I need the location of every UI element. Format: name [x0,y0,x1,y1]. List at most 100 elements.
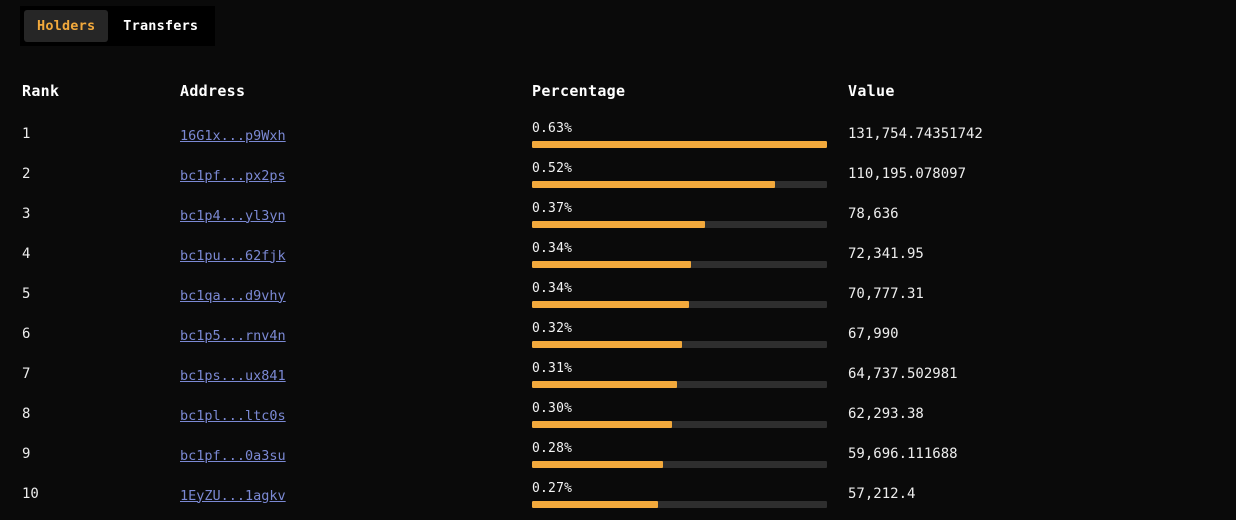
percentage-bar-track [532,260,827,268]
percentage-cell: 0.27% [532,481,848,508]
table-row: 4 bc1pu...62fjk 0.34% 72,341.95 [0,234,1236,274]
tab-holders[interactable]: Holders [24,10,109,42]
percentage-label: 0.27% [532,480,573,496]
percentage-cell: 0.30% [532,401,848,428]
rank-cell: 8 [22,406,31,422]
value-cell: 59,696.111688 [848,446,958,462]
address-cell: 1EyZU...1agkv [180,485,532,504]
address-link[interactable]: 1EyZU...1agkv [180,487,286,504]
header-rank: Rank [22,82,60,100]
address-link[interactable]: bc1ps...ux841 [180,367,286,384]
percentage-bar-track [532,500,827,508]
address-link[interactable]: bc1qa...d9vhy [180,287,286,304]
percentage-cell: 0.52% [532,161,848,188]
table-row: 9 bc1pf...0a3su 0.28% 59,696.111688 [0,434,1236,474]
address-cell: bc1pf...0a3su [180,445,532,464]
address-link[interactable]: bc1pu...62fjk [180,247,286,264]
percentage-bar-track [532,340,827,348]
address-cell: 16G1x...p9Wxh [180,125,532,144]
rank-cell: 9 [22,446,31,462]
percentage-label: 0.32% [532,320,573,336]
percentage-bar-track [532,380,827,388]
value-cell: 70,777.31 [848,286,924,302]
address-link[interactable]: bc1p4...yl3yn [180,207,286,224]
address-link[interactable]: bc1pf...0a3su [180,447,286,464]
table-row: 2 bc1pf...px2ps 0.52% 110,195.078097 [0,154,1236,194]
percentage-cell: 0.63% [532,121,848,148]
percentage-bar-fill [532,140,827,148]
table-body: 1 16G1x...p9Wxh 0.63% 131,754.74351742 2 bc1p… [0,114,1236,514]
percentage-label: 0.34% [532,240,573,256]
rank-cell: 5 [22,286,31,302]
value-cell: 62,293.38 [848,406,924,422]
header-percentage: Percentage [532,82,626,100]
percentage-cell: 0.28% [532,441,848,468]
percentage-bar-fill [532,180,776,188]
percentage-label: 0.34% [532,280,573,296]
holders-table: Rank Address Percentage Value 1 16G1x...p… [0,76,1236,514]
table-row: 8 bc1pl...ltc0s 0.30% 62,293.38 [0,394,1236,434]
address-link[interactable]: 16G1x...p9Wxh [180,127,286,144]
percentage-cell: 0.34% [532,281,848,308]
rank-cell: 6 [22,326,31,342]
rank-cell: 7 [22,366,31,382]
percentage-label: 0.52% [532,160,573,176]
address-cell: bc1qa...d9vhy [180,285,532,304]
rank-cell: 2 [22,166,31,182]
table-row: 3 bc1p4...yl3yn 0.37% 78,636 [0,194,1236,234]
rank-cell: 10 [22,486,39,502]
address-cell: bc1pl...ltc0s [180,405,532,424]
percentage-cell: 0.34% [532,241,848,268]
percentage-bar-track [532,180,827,188]
percentage-label: 0.30% [532,400,573,416]
rank-cell: 1 [22,126,31,142]
percentage-bar-fill [532,500,659,508]
value-cell: 131,754.74351742 [848,126,983,142]
percentage-bar-track [532,300,827,308]
percentage-bar-track [532,140,827,148]
table-row: 6 bc1p5...rnv4n 0.32% 67,990 [0,314,1236,354]
value-cell: 72,341.95 [848,246,924,262]
percentage-label: 0.63% [532,120,573,136]
address-cell: bc1pu...62fjk [180,245,532,264]
value-cell: 78,636 [848,206,899,222]
percentage-bar-fill [532,260,692,268]
table-row: 7 bc1ps...ux841 0.31% 64,737.502981 [0,354,1236,394]
address-link[interactable]: bc1pf...px2ps [180,167,286,184]
tab-bar: Holders Transfers [20,6,216,46]
percentage-label: 0.31% [532,360,573,376]
percentage-bar-track [532,460,827,468]
value-cell: 57,212.4 [848,486,916,502]
percentage-bar-track [532,420,827,428]
value-cell: 110,195.078097 [848,166,967,182]
address-cell: bc1p4...yl3yn [180,205,532,224]
percentage-label: 0.28% [532,440,573,456]
percentage-bar-fill [532,420,673,428]
rank-cell: 4 [22,246,31,262]
header-address: Address [180,82,246,100]
percentage-bar-fill [532,460,664,468]
address-link[interactable]: bc1p5...rnv4n [180,327,286,344]
table-row: 10 1EyZU...1agkv 0.27% 57,212.4 [0,474,1236,514]
address-cell: bc1pf...px2ps [180,165,532,184]
address-cell: bc1ps...ux841 [180,365,532,384]
rank-cell: 3 [22,206,31,222]
percentage-cell: 0.32% [532,321,848,348]
percentage-bar-fill [532,220,706,228]
address-link[interactable]: bc1pl...ltc0s [180,407,286,424]
address-cell: bc1p5...rnv4n [180,325,532,344]
table-row: 5 bc1qa...d9vhy 0.34% 70,777.31 [0,274,1236,314]
percentage-label: 0.37% [532,200,573,216]
table-row: 1 16G1x...p9Wxh 0.63% 131,754.74351742 [0,114,1236,154]
value-cell: 64,737.502981 [848,366,958,382]
percentage-cell: 0.37% [532,201,848,228]
percentage-bar-track [532,220,827,228]
header-value: Value [848,82,895,100]
percentage-cell: 0.31% [532,361,848,388]
percentage-bar-fill [532,300,689,308]
percentage-bar-fill [532,380,678,388]
percentage-bar-fill [532,340,682,348]
value-cell: 67,990 [848,326,899,342]
table-header-row: Rank Address Percentage Value [0,76,1236,106]
tab-transfers[interactable]: Transfers [110,10,211,42]
